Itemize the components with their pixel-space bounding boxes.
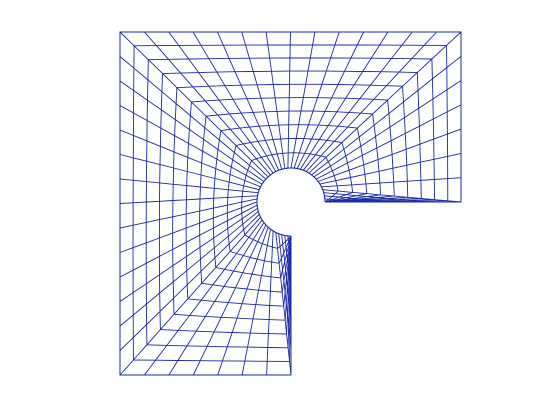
mesh-ring-line: [185, 97, 395, 307]
mesh-radial-line: [119, 210, 259, 327]
mesh-ring-line: [212, 124, 368, 279]
mesh-radial-line: [317, 128, 462, 182]
mesh-ring-line: [158, 70, 422, 335]
mesh-radial-line: [119, 216, 261, 376]
mesh-radial-line: [287, 31, 291, 169]
mesh-radial-line: [119, 195, 258, 204]
mesh-radial-line: [119, 154, 260, 191]
mesh-ring-line: [199, 110, 382, 293]
mesh-radial-line: [302, 31, 413, 171]
mesh-radial-line: [311, 55, 462, 176]
mesh-ring-line: [132, 44, 449, 362]
mesh-radial-line: [217, 226, 269, 376]
mesh-radial-line: [290, 31, 316, 169]
outer-boundary: [119, 31, 462, 376]
hole-boundary: [256, 167, 326, 237]
mesh-radial-line: [308, 31, 462, 174]
mesh-radial-line: [119, 31, 269, 178]
mesh-radial-line: [296, 31, 365, 169]
mesh-radial-line: [293, 31, 340, 169]
mesh-ring-line: [145, 57, 436, 349]
mesh-ring-line: [226, 138, 354, 264]
mesh-radial-line: [266, 230, 274, 376]
mesh-ring-line: [172, 83, 409, 321]
mesh-ring-line: [241, 152, 339, 249]
mesh-radial-line: [119, 129, 261, 188]
mesh-radial-line: [168, 222, 265, 376]
mesh-radial-line: [119, 198, 258, 229]
mesh-radial-line: [119, 178, 259, 194]
